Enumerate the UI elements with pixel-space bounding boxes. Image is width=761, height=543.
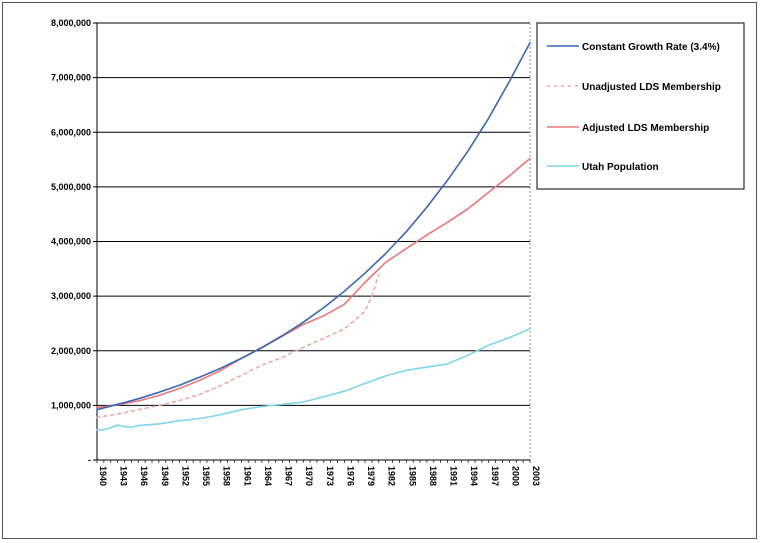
legend-label: Utah Population — [582, 162, 659, 173]
legend-label: Unadjusted LDS Membership — [582, 82, 721, 93]
series-layer — [96, 41, 531, 431]
x-tick-label: 1967 — [284, 466, 294, 486]
y-tick-label: 6,000,000 — [51, 127, 91, 137]
y-tick-label: 2,000,000 — [51, 346, 91, 356]
y-tick-label: 5,000,000 — [51, 182, 91, 192]
x-tick-label: 1976 — [345, 466, 355, 486]
x-tick-label: 1940 — [98, 466, 108, 486]
x-tick-label: 1958 — [222, 466, 232, 486]
x-tick-label: 1946 — [139, 466, 149, 486]
x-tick-label: 1988 — [428, 466, 438, 486]
x-tick-label: 1997 — [490, 466, 500, 486]
y-tick-label: 8,000,000 — [51, 18, 91, 28]
series-line-0 — [96, 41, 531, 411]
y-tick-label: 4,000,000 — [51, 237, 91, 247]
x-tick-label: 1982 — [387, 466, 397, 486]
x-tick-label: 1964 — [263, 466, 273, 486]
x-tick-label: 1979 — [366, 466, 376, 486]
y-tick-label: 1,000,000 — [51, 400, 91, 410]
series-line-3 — [96, 328, 531, 431]
y-tick-label: 7,000,000 — [51, 73, 91, 83]
x-tick-label: 1955 — [201, 466, 211, 486]
legend-label: Adjusted LDS Membership — [582, 123, 709, 134]
y-tick-label: - — [88, 455, 91, 465]
series-line-1 — [96, 273, 380, 419]
legend: Constant Growth Rate (3.4%) Unadjusted LD… — [536, 22, 745, 190]
x-tick-label: 1952 — [180, 466, 190, 486]
line-chart: - 1,000,000 2,000,000 3,000,000 4,000,000 5,0… — [51, 18, 745, 486]
legend-label: Constant Growth Rate (3.4%) — [582, 42, 720, 53]
x-tick-label: 1943 — [119, 466, 129, 486]
x-tick-label: 1961 — [242, 466, 252, 486]
legend-box — [536, 22, 745, 190]
x-tick-label: 1970 — [304, 466, 314, 486]
x-tick-label: 1985 — [407, 466, 417, 486]
x-axis: 1940 1943 1946 1949 1952 1955 1958 1961 1964 1967… — [96, 459, 541, 486]
x-tick-label: 1991 — [449, 466, 459, 486]
gridlines — [97, 22, 531, 460]
y-axis: - 1,000,000 2,000,000 3,000,000 4,000,000 5,0… — [51, 18, 98, 465]
x-tick-label: 1973 — [325, 466, 335, 486]
x-tick-label: 2000 — [510, 466, 520, 486]
y-tick-label: 3,000,000 — [51, 291, 91, 301]
x-tick-label: 1949 — [160, 466, 170, 486]
x-tick-label: 1994 — [469, 466, 479, 486]
series-line-2 — [96, 157, 531, 409]
x-tick-label: 2003 — [531, 466, 541, 486]
